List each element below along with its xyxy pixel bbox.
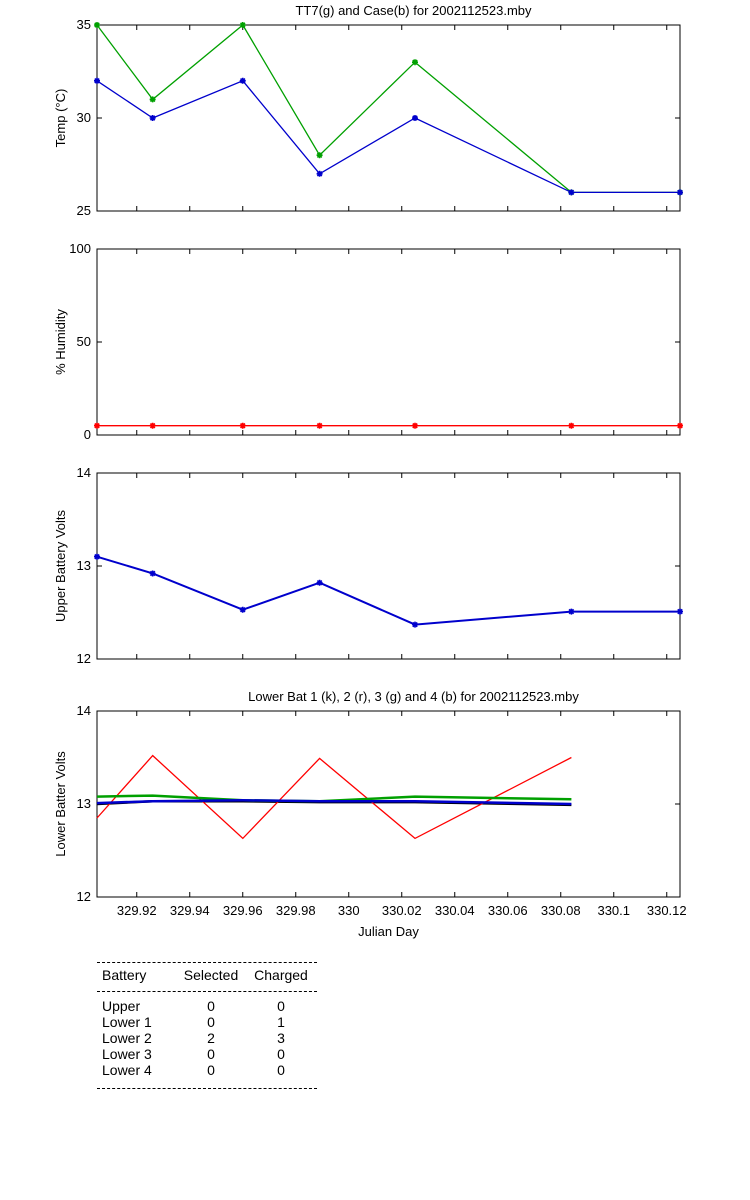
header-charged: Charged [254,967,308,983]
cell-battery: Upper [102,998,141,1014]
x-tick-label: 330.04 [435,903,475,918]
y-tick-label: 50 [77,334,91,349]
chart-title: TT7(g) and Case(b) for 2002112523.mby [295,3,532,18]
series-line [96,799,572,806]
data-point-marker [568,422,575,429]
y-axis-label: Temp (°C) [53,89,68,148]
y-axis-label: Upper Battery Volts [53,510,68,622]
data-point-marker [239,422,246,429]
x-tick-label: 330 [338,903,360,918]
cell-charged: 0 [277,998,285,1014]
data-point-marker [316,579,323,586]
data-point-marker [677,608,683,615]
cell-battery: Lower 4 [102,1062,152,1078]
table-row: Upper 0 0 [97,998,317,1014]
data-point-marker [94,553,100,560]
data-point-marker [149,422,156,429]
cell-battery: Lower 2 [102,1030,152,1046]
table-row: Lower 2 2 3 [97,1030,317,1046]
table-divider [97,991,317,992]
data-point-marker [568,189,575,196]
table-divider [97,1088,317,1089]
y-tick-label: 13 [77,796,91,811]
data-point-marker [149,115,156,121]
plot-frame [96,248,681,436]
x-axis-label: Julian Day [358,924,419,939]
data-point-marker [316,152,323,159]
header-battery: Battery [102,967,147,983]
data-point-marker [412,115,418,121]
cell-charged: 0 [277,1046,285,1062]
y-tick-label: 35 [77,17,91,32]
y-tick-label: 100 [69,241,91,256]
table-row: Lower 3 0 0 [97,1046,317,1062]
data-point-marker [412,422,418,429]
series-line [96,754,572,840]
table-header-row: Battery Selected Charged [97,963,317,991]
series-line [96,24,680,194]
data-point-marker [239,77,246,84]
x-tick-label: 329.96 [223,903,263,918]
y-tick-label: 13 [77,558,91,573]
x-tick-label: 330.02 [382,903,422,918]
data-point-marker [677,422,683,429]
x-tick-label: 330.06 [488,903,528,918]
x-tick-label: 330.08 [541,903,581,918]
header-selected: Selected [183,967,239,983]
data-point-marker [412,59,418,66]
x-tick-label: 329.94 [170,903,210,918]
y-tick-label: 30 [77,110,91,125]
charts-figure: 25 30 35 Temp (°C) TT7(g) and Case(b) for 20… [53,3,687,939]
table-divider [97,962,317,963]
data-point-marker [677,189,683,196]
y-tick-label: 14 [77,465,91,480]
cell-battery: Lower 1 [102,1014,152,1030]
y-tick-label: 14 [77,703,91,718]
x-tick-label: 330.12 [647,903,687,918]
cell-charged: 3 [277,1030,285,1046]
data-point-marker [316,422,323,429]
cell-charged: 1 [277,1014,285,1030]
y-tick-label: 0 [84,427,91,442]
y-axis-label: % Humidity [53,309,68,375]
data-point-marker [316,170,323,177]
y-tick-label: 12 [77,889,91,904]
table-row: Lower 1 0 1 [97,1014,317,1030]
y-tick-label: 12 [77,651,91,666]
series-line [96,555,680,626]
cell-selected: 2 [207,1030,215,1046]
y-tick-label: 25 [77,203,91,218]
cell-selected: 0 [207,1046,215,1062]
cell-selected: 0 [207,1014,215,1030]
series-line [96,80,680,194]
data-point-marker [94,422,100,429]
cell-selected: 0 [207,998,215,1014]
plot-frame [96,472,681,660]
cell-battery: Lower 3 [102,1046,152,1062]
x-tick-label: 329.92 [117,903,157,918]
data-point-marker [239,22,246,28]
plot-frame [96,710,681,898]
table-row: Lower 4 0 0 [97,1062,317,1078]
chart-title: Lower Bat 1 (k), 2 (r), 3 (g) and 4 (b) … [248,689,579,704]
data-point-marker [412,621,418,628]
cell-charged: 0 [277,1062,285,1078]
x-tick-label: 330.1 [597,903,630,918]
data-point-marker [94,77,100,84]
cell-selected: 0 [207,1062,215,1078]
battery-table: Battery Selected Charged Upper 0 0 Lower… [97,962,317,1089]
y-axis-label: Lower Batter Volts [53,751,68,857]
plot-frame [96,24,681,212]
data-point-marker [568,608,575,615]
data-point-marker [149,96,156,103]
data-point-marker [94,22,100,28]
data-point-marker [239,606,246,613]
data-point-marker [149,570,156,577]
x-tick-label: 329.98 [276,903,316,918]
